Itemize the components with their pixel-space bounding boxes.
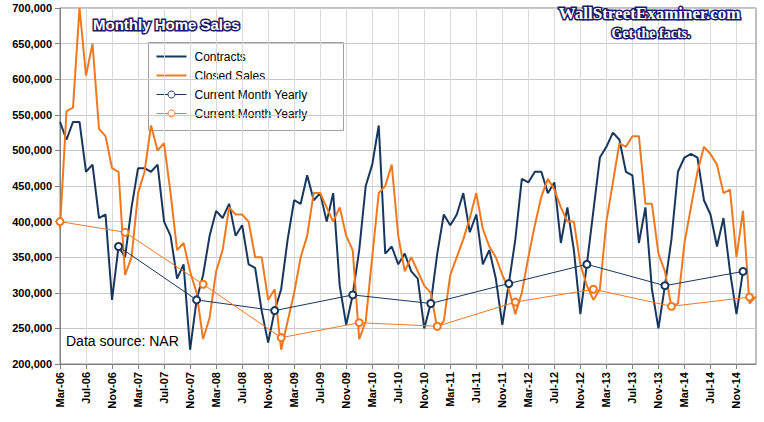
svg-text:400,000: 400,000: [12, 216, 52, 228]
svg-text:Mar-11: Mar-11: [444, 372, 456, 407]
svg-text:Data source: NAR: Data source: NAR: [66, 333, 179, 349]
svg-text:450,000: 450,000: [12, 180, 52, 192]
svg-text:600,000: 600,000: [12, 73, 52, 85]
svg-text:Current Month Yearly: Current Month Yearly: [195, 88, 308, 102]
svg-text:Nov-07: Nov-07: [184, 372, 196, 409]
svg-text:Jul-14: Jul-14: [704, 371, 716, 404]
svg-text:Nov-06: Nov-06: [106, 372, 118, 409]
svg-text:Mar-09: Mar-09: [288, 372, 300, 407]
svg-text:Jul-10: Jul-10: [392, 372, 404, 404]
svg-text:Jul-09: Jul-09: [314, 372, 326, 404]
svg-text:Mar-08: Mar-08: [210, 372, 222, 407]
svg-text:Nov-10: Nov-10: [418, 372, 430, 409]
svg-text:Get the facts.: Get the facts.: [612, 26, 691, 41]
svg-text:Current Month Yearly: Current Month Yearly: [195, 107, 308, 121]
svg-text:550,000: 550,000: [12, 109, 52, 121]
svg-text:Mar-06: Mar-06: [54, 372, 66, 407]
svg-text:Jul-13: Jul-13: [626, 372, 638, 404]
svg-text:250,000: 250,000: [12, 322, 52, 334]
svg-text:300,000: 300,000: [12, 287, 52, 299]
svg-text:Nov-12: Nov-12: [574, 372, 586, 409]
svg-text:Nov-14: Nov-14: [730, 371, 742, 409]
svg-text:500,000: 500,000: [12, 144, 52, 156]
svg-text:200,000: 200,000: [12, 358, 52, 370]
svg-text:650,000: 650,000: [12, 38, 52, 50]
svg-text:Mar-14: Mar-14: [678, 371, 690, 407]
svg-text:Jul-12: Jul-12: [548, 372, 560, 404]
svg-text:Nov-11: Nov-11: [496, 372, 508, 408]
svg-text:Nov-09: Nov-09: [340, 372, 352, 409]
svg-text:Mar-07: Mar-07: [132, 372, 144, 407]
svg-text:Closed Sales: Closed Sales: [195, 69, 266, 83]
svg-text:Jul-11: Jul-11: [470, 372, 482, 403]
svg-text:WallStreetExaminer.com: WallStreetExaminer.com: [559, 4, 741, 23]
svg-text:Jul-06: Jul-06: [80, 372, 92, 404]
svg-text:Contracts: Contracts: [195, 50, 246, 64]
svg-text:Mar-12: Mar-12: [522, 372, 534, 407]
svg-text:Nov-13: Nov-13: [652, 372, 664, 409]
svg-text:Mar-10: Mar-10: [366, 372, 378, 407]
svg-text:Mar-13: Mar-13: [600, 372, 612, 407]
svg-text:350,000: 350,000: [12, 251, 52, 263]
svg-text:Monthly Home Sales: Monthly Home Sales: [93, 16, 240, 33]
svg-text:Jul-08: Jul-08: [236, 372, 248, 404]
svg-text:700,000: 700,000: [12, 2, 52, 14]
svg-text:Nov-08: Nov-08: [262, 372, 274, 409]
svg-text:Jul-07: Jul-07: [158, 372, 170, 404]
